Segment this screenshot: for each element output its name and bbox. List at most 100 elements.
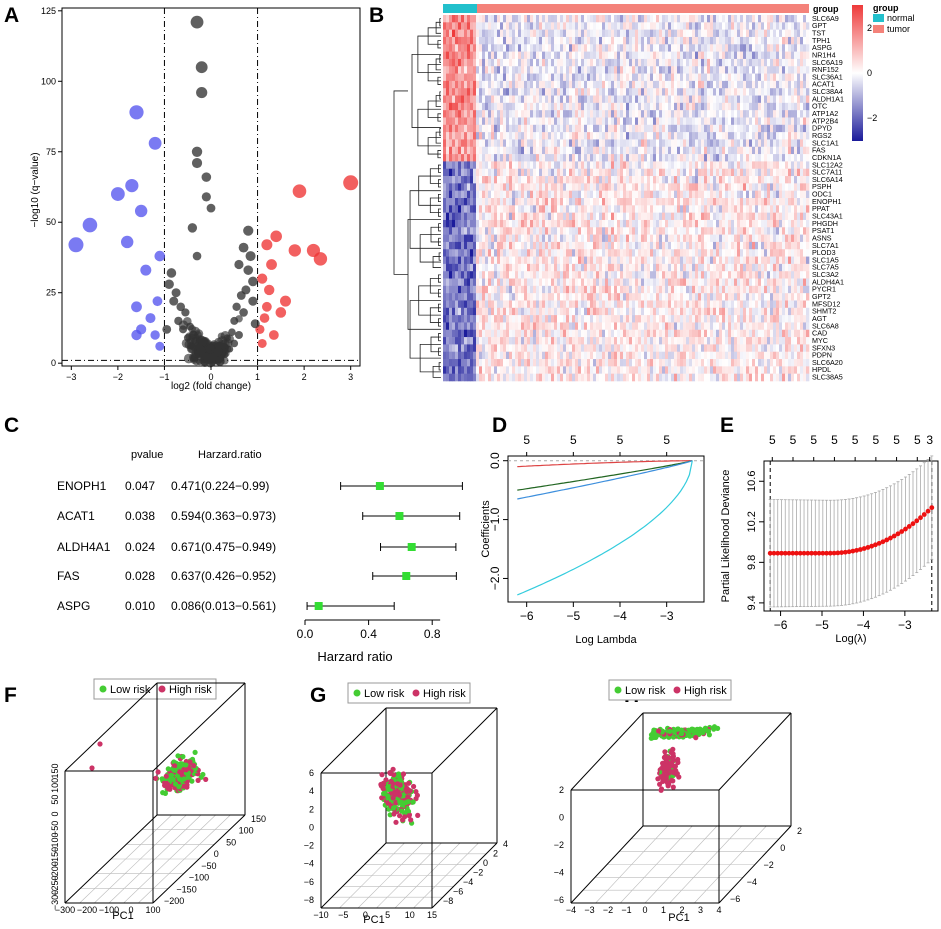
heatmap-cell	[791, 249, 795, 257]
heatmap-cell	[665, 22, 669, 30]
heatmap-cell	[785, 132, 789, 140]
heatmap-cell	[488, 80, 492, 89]
heatmap-cell	[665, 271, 669, 279]
heatmap-cell	[446, 241, 450, 250]
heatmap-cell	[596, 256, 600, 265]
heatmap-cell	[746, 110, 750, 118]
heatmap-cell	[455, 36, 459, 45]
heatmap-cell	[782, 249, 786, 257]
heatmap-cell	[692, 278, 696, 287]
heatmap-cell	[623, 249, 627, 257]
heatmap-cell	[539, 271, 543, 279]
heatmap-cell	[665, 198, 669, 206]
heatmap-cell	[743, 44, 747, 52]
heatmap-cell	[542, 183, 546, 191]
heatmap-cell	[452, 110, 456, 118]
heatmap-cell	[470, 256, 474, 265]
heatmap-cell	[710, 219, 714, 228]
heatmap-cell	[644, 146, 648, 155]
heatmap-cell	[530, 183, 534, 191]
heatmap-cell	[689, 205, 693, 213]
volcano-point-up	[275, 307, 287, 318]
heatmap-cell	[707, 278, 711, 287]
heatmap-cell	[692, 44, 696, 52]
heatmap-cell	[497, 278, 501, 287]
heatmap-cell	[665, 66, 669, 74]
heatmap-cell	[452, 29, 456, 38]
heatmap-cell	[590, 22, 594, 30]
heatmap-cell	[467, 271, 471, 279]
heatmap-cell	[479, 249, 483, 257]
heatmap-cell	[764, 241, 768, 250]
heatmap-cell	[503, 58, 507, 67]
heatmap-cell	[734, 22, 738, 30]
heatmap-cell	[449, 249, 453, 257]
heatmap-cell	[614, 198, 618, 206]
heatmap-cell	[773, 110, 777, 118]
heatmap-cell	[722, 73, 726, 82]
heatmap-cell	[530, 124, 534, 133]
heatmap-cell	[554, 124, 558, 133]
heatmap-cell	[569, 73, 573, 82]
heatmap-cell	[542, 285, 546, 294]
heatmap-cell	[617, 190, 621, 199]
heatmap-cell	[611, 80, 615, 89]
heatmap-cell	[503, 22, 507, 30]
heatmap-cell	[521, 66, 525, 74]
heatmap-cell	[533, 161, 537, 170]
heatmap-cell	[680, 102, 684, 111]
heatmap-cell	[497, 212, 501, 221]
heatmap-cell	[659, 132, 663, 140]
heatmap-cell	[764, 102, 768, 111]
heatmap-cell	[473, 161, 477, 170]
heatmap-cell	[761, 22, 765, 30]
heatmap-cell	[518, 241, 522, 250]
heatmap-cell	[608, 73, 612, 82]
heatmap-cell	[443, 249, 447, 257]
heatmap-cell	[521, 219, 525, 228]
heatmap-cell	[542, 249, 546, 257]
heatmap-cell	[701, 88, 705, 96]
heatmap-cell	[719, 219, 723, 228]
heatmap-cell	[629, 219, 633, 228]
heatmap-cell	[503, 168, 507, 177]
heatmap-cell	[461, 132, 465, 140]
heatmap-cell	[452, 271, 456, 279]
heatmap-cell	[452, 256, 456, 265]
heatmap-cell	[521, 183, 525, 191]
heatmap-cell	[782, 139, 786, 148]
heatmap-cell	[611, 117, 615, 126]
heatmap-cell	[509, 80, 513, 89]
heatmap-cell	[521, 263, 525, 272]
heatmap-cell	[470, 88, 474, 96]
heatmap-cell	[473, 176, 477, 184]
heatmap-cell	[488, 58, 492, 67]
heatmap-cell	[713, 73, 717, 82]
heatmap-cell	[674, 205, 678, 213]
heatmap-cell	[740, 88, 744, 96]
heatmap-cell	[644, 139, 648, 148]
heatmap-cell	[569, 256, 573, 265]
heatmap-cell	[605, 110, 609, 118]
heatmap-cell	[488, 15, 492, 23]
heatmap-cell	[593, 44, 597, 52]
heatmap-cell	[656, 263, 660, 272]
heatmap-cell	[599, 22, 603, 30]
heatmap-cell	[524, 124, 528, 133]
heatmap-cell	[764, 88, 768, 96]
group-bar-tumor	[477, 4, 809, 13]
heatmap-cell	[692, 73, 696, 82]
heatmap-cell	[614, 190, 618, 199]
heatmap-cell	[683, 110, 687, 118]
heatmap-cell	[716, 219, 720, 228]
heatmap-cell	[782, 234, 786, 243]
heatmap-cell	[755, 80, 759, 89]
heatmap-cell	[605, 102, 609, 111]
heatmap-cell	[605, 36, 609, 45]
heatmap-cell	[497, 271, 501, 279]
heatmap-cell	[722, 285, 726, 294]
heatmap-cell	[698, 102, 702, 111]
heatmap-cell	[767, 241, 771, 250]
heatmap-cell	[686, 168, 690, 177]
heatmap-cell	[794, 234, 798, 243]
